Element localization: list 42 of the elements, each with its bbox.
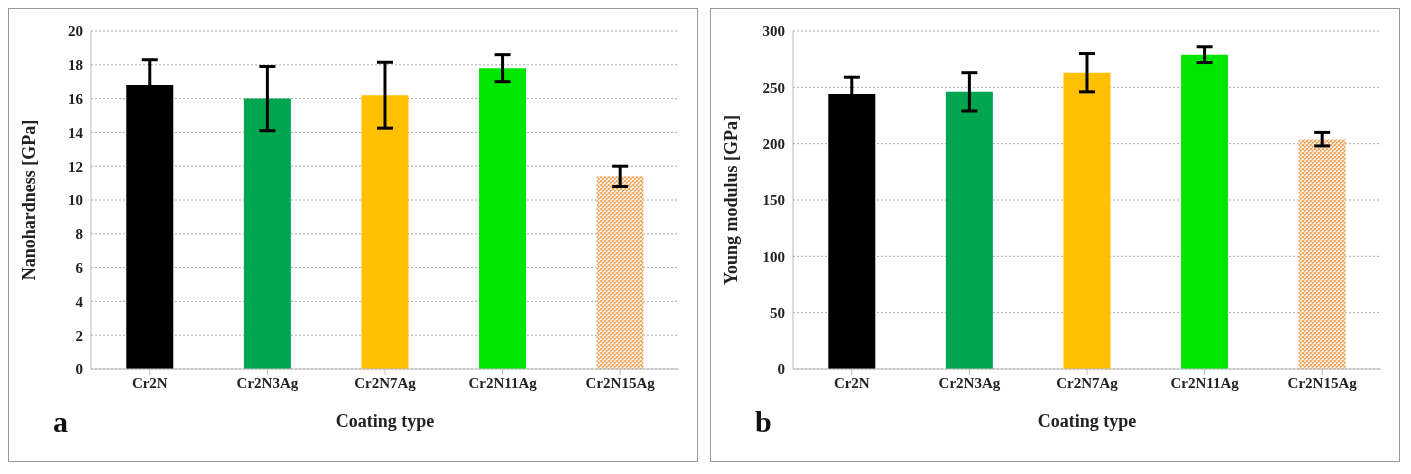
y-tick-label: 0 bbox=[75, 361, 83, 378]
y-tick-label: 10 bbox=[68, 192, 83, 209]
y-tick-label: 6 bbox=[75, 259, 84, 276]
x-tick-label: Cr2N15Ag bbox=[585, 374, 656, 391]
bar bbox=[1063, 72, 1111, 369]
y-tick-label: 300 bbox=[762, 23, 785, 40]
y-tick-label: 2 bbox=[75, 327, 83, 344]
y-tick-label: 16 bbox=[68, 90, 84, 107]
text: a bbox=[53, 405, 68, 439]
bar bbox=[243, 98, 291, 369]
y-tick-label: 200 bbox=[762, 135, 785, 152]
x-tick-label: Cr2N7Ag bbox=[354, 374, 417, 391]
x-tick-label: Cr2N15Ag bbox=[1287, 374, 1358, 391]
y-tick-label: 100 bbox=[762, 248, 785, 265]
x-tick-label: Cr2N7Ag bbox=[1056, 374, 1119, 391]
y-tick-label: 18 bbox=[68, 57, 83, 74]
y-axis-title: Nanohardness [GPa] bbox=[19, 119, 40, 281]
y-tick-label: 12 bbox=[68, 158, 83, 175]
x-axis-title: Coating type bbox=[1037, 411, 1137, 431]
bar bbox=[361, 95, 409, 369]
y-tick-label: 14 bbox=[68, 124, 84, 141]
bar bbox=[1181, 54, 1229, 369]
text: b bbox=[755, 405, 772, 439]
bar bbox=[596, 176, 644, 369]
bar bbox=[1298, 139, 1346, 369]
x-tick-label: Cr2N bbox=[833, 374, 870, 391]
x-tick-label: Cr2N11Ag bbox=[468, 374, 538, 391]
y-tick-label: 4 bbox=[75, 293, 84, 310]
x-tick-label: Cr2N bbox=[131, 374, 168, 391]
x-tick-label: Cr2N3Ag bbox=[938, 374, 1001, 391]
y-tick-label: 150 bbox=[762, 192, 785, 209]
y-tick-label: 0 bbox=[777, 361, 785, 378]
bar bbox=[945, 91, 993, 369]
bar bbox=[479, 68, 527, 369]
y-tick-label: 20 bbox=[68, 23, 83, 40]
x-tick-label: Cr2N3Ag bbox=[236, 374, 299, 391]
y-tick-label: 250 bbox=[762, 79, 785, 96]
y-tick-label: 8 bbox=[75, 226, 83, 243]
x-axis-title: Coating type bbox=[335, 411, 435, 431]
y-axis-title: Young modulus [GPa] bbox=[721, 114, 742, 286]
y-tick-label: 50 bbox=[770, 304, 785, 321]
x-tick-label: Cr2N11Ag bbox=[1170, 374, 1240, 391]
